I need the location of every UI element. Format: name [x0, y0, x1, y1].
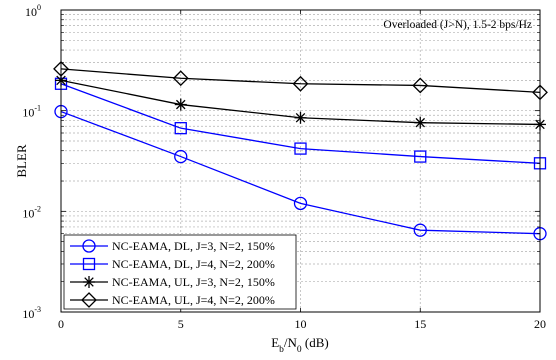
- ticks: 0 5 10 15 20 10-3 10-2 10-1 100: [22, 3, 546, 331]
- diamond-marker: [172, 70, 189, 87]
- star-marker: [294, 111, 307, 124]
- circle-marker: [174, 149, 188, 164]
- legend-label: NC-EAMA, DL, J=4, N=2, 200%: [112, 257, 275, 271]
- x-tick-label: 15: [414, 317, 426, 331]
- legend-entry-3: NC-EAMA, UL, J=3, N=2, 150%: [70, 275, 275, 289]
- circle-marker: [413, 223, 427, 237]
- y-tick-label: 10-2: [22, 204, 41, 220]
- legend-label: NC-EAMA, DL, J=3, N=2, 150%: [112, 239, 275, 253]
- series-line: [60, 68, 541, 94]
- x-axis-label: Eb/N0 (dB): [271, 335, 329, 355]
- y-tick-label: 100: [25, 3, 41, 19]
- square-marker: [414, 150, 427, 163]
- annotation-text: Overloaded (J>N), 1.5-2 bps/Hz: [383, 19, 532, 31]
- circle-marker: [293, 196, 308, 211]
- star-stroke: [295, 113, 306, 123]
- x-tick-label: 10: [295, 317, 307, 331]
- y-axis-label: BLER: [14, 144, 29, 178]
- diamond-marker: [292, 75, 309, 92]
- star-stroke: [84, 277, 94, 287]
- x-tick-label: 5: [178, 317, 184, 331]
- x-tick-label: 20: [534, 317, 546, 331]
- diamond-marker: [412, 77, 429, 94]
- series-line: [60, 83, 541, 164]
- star-marker: [414, 116, 427, 129]
- legend-square-marker: [82, 257, 96, 271]
- legend-diamond-marker: [81, 292, 97, 308]
- legend-circle-marker: [82, 239, 96, 253]
- star-stroke: [415, 117, 426, 128]
- square-marker: [294, 142, 307, 155]
- y-tick-label: 10-3: [22, 305, 41, 321]
- y-tick-label: 10-1: [22, 104, 41, 120]
- series-line: [60, 110, 541, 235]
- legend-entry-2: NC-EAMA, DL, J=4, N=2, 200%: [70, 257, 275, 271]
- legend-box: [63, 234, 297, 310]
- legend-label: NC-EAMA, UL, J=3, N=2, 150%: [112, 275, 275, 289]
- legend-label: NC-EAMA, UL, J=4, N=2, 200%: [112, 293, 275, 307]
- star-marker: [174, 98, 187, 111]
- legend-entry-1: NC-EAMA, DL, J=3, N=2, 150%: [70, 239, 275, 253]
- legend-star-marker: [83, 276, 95, 288]
- square-marker: [174, 122, 187, 135]
- legend: NC-EAMA, DL, J=3, N=2, 150% NC-EAMA, DL, …: [63, 234, 297, 310]
- star-stroke: [175, 99, 186, 110]
- legend-entry-4: NC-EAMA, UL, J=4, N=2, 200%: [70, 292, 275, 308]
- x-tick-label: 0: [58, 317, 64, 331]
